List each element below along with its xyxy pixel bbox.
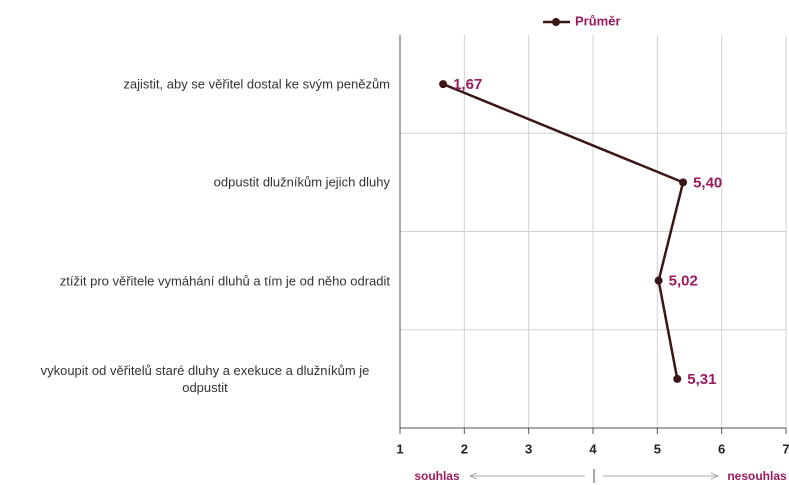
point xyxy=(679,178,688,187)
legend-swatch xyxy=(552,18,560,26)
x-tick-label: 1 xyxy=(396,441,403,456)
annotation: souhlas xyxy=(414,469,460,483)
x-tick-label: 5 xyxy=(654,441,661,456)
point xyxy=(439,80,448,89)
x-tick-label: 6 xyxy=(718,441,725,456)
point xyxy=(654,276,663,285)
y-tick-label: vykoupit od věřitelů staré dluhy a exeku… xyxy=(40,362,370,395)
data-label: 5,40 xyxy=(693,174,722,191)
legend-label: Průměr xyxy=(575,13,621,28)
x-tick-label: 3 xyxy=(525,441,532,456)
data-label: 1,67 xyxy=(453,76,482,93)
line xyxy=(442,82,685,380)
annotation: nesouhlas xyxy=(727,469,787,483)
x-tick-label: 2 xyxy=(461,441,468,456)
x-tick-label: 4 xyxy=(589,441,597,456)
y-tick-label: odpustit dlužníkům jejich dluhy xyxy=(213,174,390,190)
point xyxy=(673,374,682,383)
data-label: 5,02 xyxy=(669,273,698,290)
y-tick-label: ztížit pro věřitele vymáhání dluhů a tím… xyxy=(59,273,390,289)
x-tick-label: 7 xyxy=(782,441,789,456)
data-label: 5,31 xyxy=(687,371,716,388)
y-tick-label: zajistit, aby se věřitel dostal ke svým … xyxy=(123,76,390,92)
